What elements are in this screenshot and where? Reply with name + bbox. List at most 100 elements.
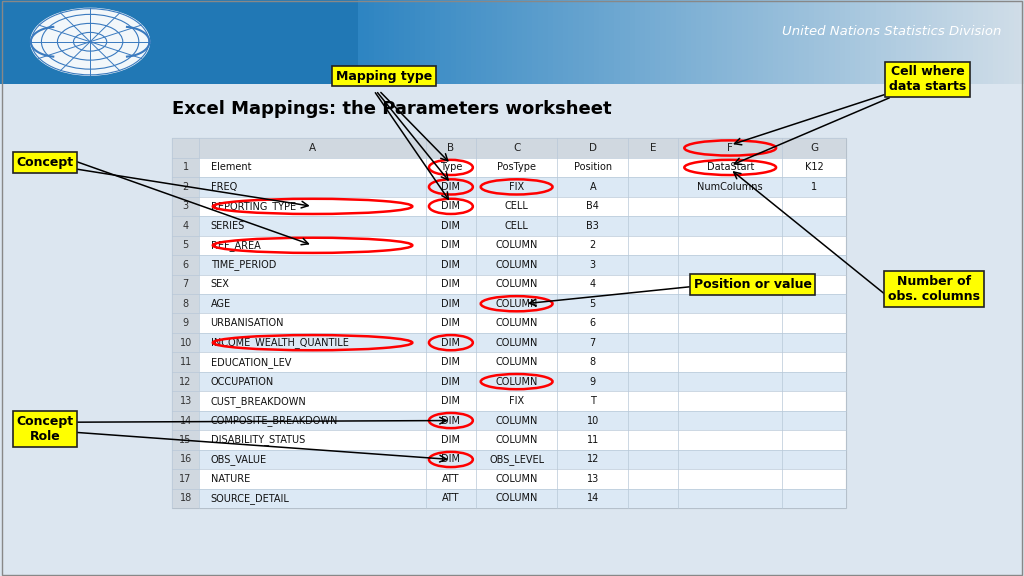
Bar (123, 0, 128, 84)
Bar (497, 0, 502, 84)
Bar (942, 0, 947, 84)
Bar (901, 0, 906, 84)
Text: 2: 2 (590, 240, 596, 251)
Bar (276, 0, 282, 84)
Text: DISABILITY_STATUS: DISABILITY_STATUS (211, 434, 305, 445)
Bar (205, 0, 210, 84)
Bar (1009, 0, 1014, 84)
Bar (172, 255, 846, 275)
Text: 18: 18 (179, 494, 191, 503)
Text: K12: K12 (805, 162, 823, 172)
Bar (896, 0, 901, 84)
Bar (507, 0, 512, 84)
Bar (1019, 0, 1024, 84)
Bar (681, 0, 686, 84)
Bar (978, 0, 983, 84)
Bar (148, 0, 154, 84)
Text: 4: 4 (590, 279, 596, 289)
Bar (172, 275, 200, 294)
Bar (988, 0, 993, 84)
Text: Concept: Concept (16, 156, 74, 169)
Bar (635, 0, 640, 84)
Text: 8: 8 (590, 357, 596, 367)
Text: COLUMN: COLUMN (496, 435, 538, 445)
Text: 8: 8 (182, 299, 188, 309)
Bar (758, 0, 763, 84)
Bar (172, 236, 200, 255)
Bar (302, 0, 307, 84)
Text: 5: 5 (182, 240, 188, 251)
Bar (36, 0, 41, 84)
Bar (543, 0, 548, 84)
Bar (172, 138, 200, 158)
Text: SEX: SEX (211, 279, 229, 289)
Bar (579, 0, 584, 84)
Bar (348, 0, 353, 84)
Bar (558, 0, 563, 84)
Bar (172, 411, 200, 430)
Bar (727, 0, 732, 84)
Bar (906, 0, 911, 84)
Bar (717, 0, 722, 84)
Bar (343, 0, 348, 84)
Bar (172, 372, 846, 391)
Bar (374, 0, 379, 84)
Text: EDUCATION_LEV: EDUCATION_LEV (211, 357, 291, 367)
Text: ATT: ATT (442, 474, 460, 484)
Bar (271, 0, 276, 84)
Bar (82, 0, 87, 84)
Bar (522, 0, 527, 84)
Text: Cell where
data starts: Cell where data starts (889, 66, 967, 93)
Bar (584, 0, 589, 84)
Bar (159, 0, 164, 84)
Bar (425, 0, 430, 84)
Text: OBS_LEVEL: OBS_LEVEL (489, 454, 544, 465)
Bar (420, 0, 425, 84)
Bar (261, 0, 266, 84)
Text: COLUMN: COLUMN (496, 318, 538, 328)
Bar (983, 0, 988, 84)
Text: DIM: DIM (441, 396, 461, 406)
Text: B3: B3 (587, 221, 599, 231)
Bar (317, 0, 323, 84)
Bar (56, 0, 61, 84)
Bar (266, 0, 271, 84)
Bar (189, 0, 195, 84)
Text: ATT: ATT (442, 494, 460, 503)
Text: 3: 3 (590, 260, 596, 270)
Text: A: A (590, 182, 596, 192)
Bar (773, 0, 778, 84)
Bar (384, 0, 389, 84)
Text: DIM: DIM (441, 240, 461, 251)
Bar (435, 0, 440, 84)
Bar (172, 430, 200, 450)
Bar (855, 0, 860, 84)
Bar (512, 0, 517, 84)
Bar (850, 0, 855, 84)
Text: COLUMN: COLUMN (496, 474, 538, 484)
Bar (210, 0, 215, 84)
Bar (1004, 0, 1009, 84)
Bar (172, 353, 200, 372)
Bar (502, 0, 507, 84)
Bar (568, 0, 573, 84)
Bar (282, 0, 287, 84)
Bar (973, 0, 978, 84)
Bar (220, 0, 225, 84)
Text: 11: 11 (179, 357, 191, 367)
Bar (172, 450, 200, 469)
Bar (589, 0, 594, 84)
Text: Mapping type: Mapping type (336, 70, 432, 82)
Text: 9: 9 (182, 318, 188, 328)
Bar (486, 0, 492, 84)
Bar (404, 0, 410, 84)
Text: Type: Type (439, 162, 462, 172)
Bar (172, 313, 200, 333)
Bar (707, 0, 712, 84)
Text: COLUMN: COLUMN (496, 357, 538, 367)
Text: CUST_BREAKDOWN: CUST_BREAKDOWN (211, 396, 306, 407)
Text: COLUMN: COLUMN (496, 494, 538, 503)
Text: 4: 4 (182, 221, 188, 231)
Bar (666, 0, 671, 84)
Text: D: D (589, 143, 597, 153)
